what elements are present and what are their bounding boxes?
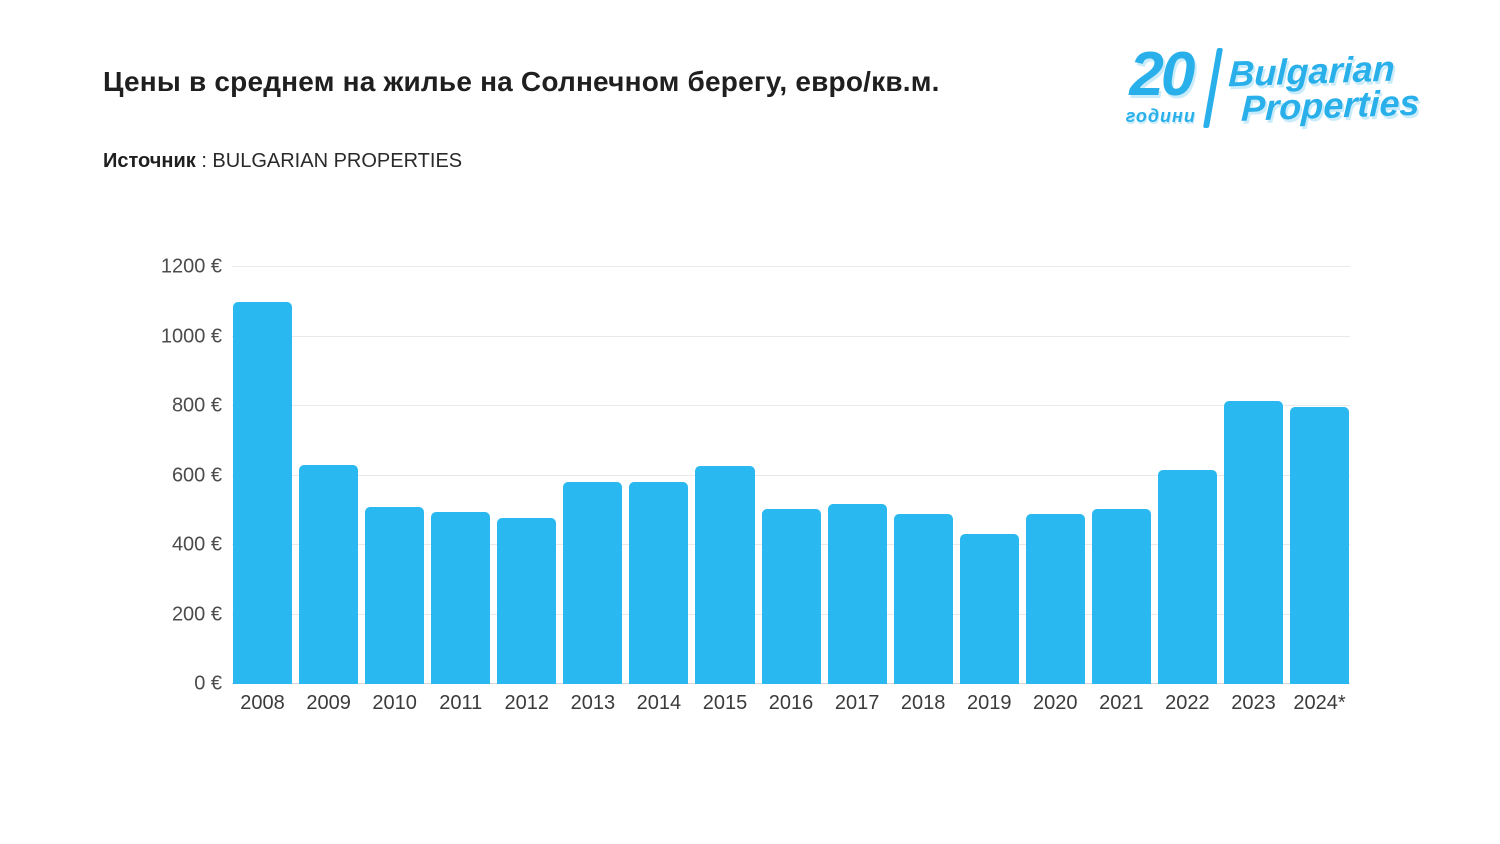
bar-column-2021 [1091, 267, 1151, 684]
bar-2008 [233, 301, 293, 684]
bar-2022 [1157, 469, 1217, 684]
source-label: Источник [103, 150, 196, 172]
logo-brand-line2: Properties [1240, 81, 1421, 129]
bar-column-2016 [761, 267, 821, 684]
y-tick-label-1000: 1000 € [160, 325, 222, 347]
bar-2013 [563, 482, 623, 684]
x-tick-label-2016: 2016 [768, 692, 814, 714]
bar-column-2022 [1157, 267, 1217, 684]
y-tick-label-0: 0 € [194, 672, 222, 695]
x-tick-label-2019: 2019 [966, 692, 1012, 714]
bar-column-2008 [233, 267, 293, 684]
bar-column-2009 [299, 267, 359, 684]
y-tick-label-800: 800 € [171, 394, 222, 417]
bar-column-2014 [629, 267, 689, 684]
y-tick-label-1200: 1200 € [160, 255, 222, 278]
bar-column-2024* [1290, 267, 1350, 684]
x-tick-label-2012: 2012 [504, 692, 550, 714]
bar-2020 [1025, 514, 1085, 684]
y-tick-label-400: 400 € [171, 533, 222, 556]
bar-column-2010 [365, 267, 425, 684]
bar-column-2023 [1223, 267, 1283, 684]
page-title: Цены в среднем на жилье на Солнечном бер… [103, 66, 940, 97]
logo-anniversary-number: 20 [1129, 40, 1195, 110]
logo-anniversary-word: години [1125, 105, 1196, 126]
x-tick-label-2015: 2015 [702, 692, 748, 714]
x-tick-label-2009: 2009 [306, 692, 351, 714]
x-axis: 2008 2009 2010 2011 2012 2013 2014 2015 2016 2017… [232, 692, 1350, 715]
bar-chart: 0 € 200 € 400 € 600 € 800 € 1000 € 1200 € 2008… [0, 245, 1500, 765]
logo-divider [1202, 48, 1223, 128]
brand-logo: 20 години Bulgarian Properties [1125, 40, 1422, 129]
bar-2024* [1290, 406, 1350, 684]
bar-column-2011 [431, 267, 491, 684]
logo-brand-name: Bulgarian Properties [1227, 47, 1422, 129]
bar-2017 [827, 503, 887, 684]
x-tick-label-2021: 2021 [1099, 692, 1144, 714]
gridline-1000 [232, 335, 1350, 337]
x-tick-label-2013: 2013 [570, 692, 616, 714]
plot-area [232, 266, 1350, 684]
source-value: : BULGARIAN PROPERTIES [201, 150, 463, 172]
bar-2021 [1091, 508, 1151, 684]
x-tick-label-2024*: 2024* [1293, 692, 1346, 714]
bar-column-2013 [563, 267, 623, 684]
bars [232, 267, 1350, 684]
bar-2012 [497, 518, 557, 684]
bar-column-2012 [497, 267, 557, 684]
gridline-1200 [232, 266, 1350, 267]
x-tick-label-2023: 2023 [1231, 692, 1276, 714]
y-tick-label-600: 600 € [171, 464, 222, 486]
x-tick-label-2017: 2017 [834, 692, 880, 714]
y-tick-label-200: 200 € [171, 603, 222, 626]
source-line: Источник : BULGARIAN PROPERTIES [103, 150, 462, 173]
x-tick-label-2018: 2018 [900, 692, 946, 714]
gridline-600 [232, 474, 1350, 476]
bar-2015 [695, 466, 755, 684]
bar-column-2019 [959, 267, 1019, 684]
bar-2023 [1223, 400, 1283, 684]
gridline-800 [232, 405, 1350, 407]
bar-2019 [959, 533, 1019, 684]
bar-column-2018 [893, 267, 953, 684]
x-tick-label-2010: 2010 [372, 692, 417, 714]
x-tick-label-2020: 2020 [1033, 692, 1078, 714]
bar-column-2017 [827, 267, 887, 684]
bar-2011 [431, 512, 491, 684]
bar-2014 [629, 481, 689, 684]
bar-2009 [299, 465, 359, 684]
y-axis: 0 € 200 € 400 € 600 € 800 € 1000 € 1200 € [0, 256, 222, 695]
x-tick-label-2022: 2022 [1165, 692, 1210, 714]
bar-2016 [761, 509, 821, 684]
bar-column-2015 [695, 267, 755, 684]
bar-2018 [893, 514, 953, 684]
x-tick-label-2008: 2008 [240, 692, 285, 714]
x-tick-label-2011: 2011 [439, 692, 483, 714]
x-tick-label-2014: 2014 [636, 692, 682, 714]
bar-column-2020 [1025, 267, 1085, 684]
logo-anniversary: 20 години [1125, 40, 1196, 127]
bar-2010 [365, 506, 425, 684]
